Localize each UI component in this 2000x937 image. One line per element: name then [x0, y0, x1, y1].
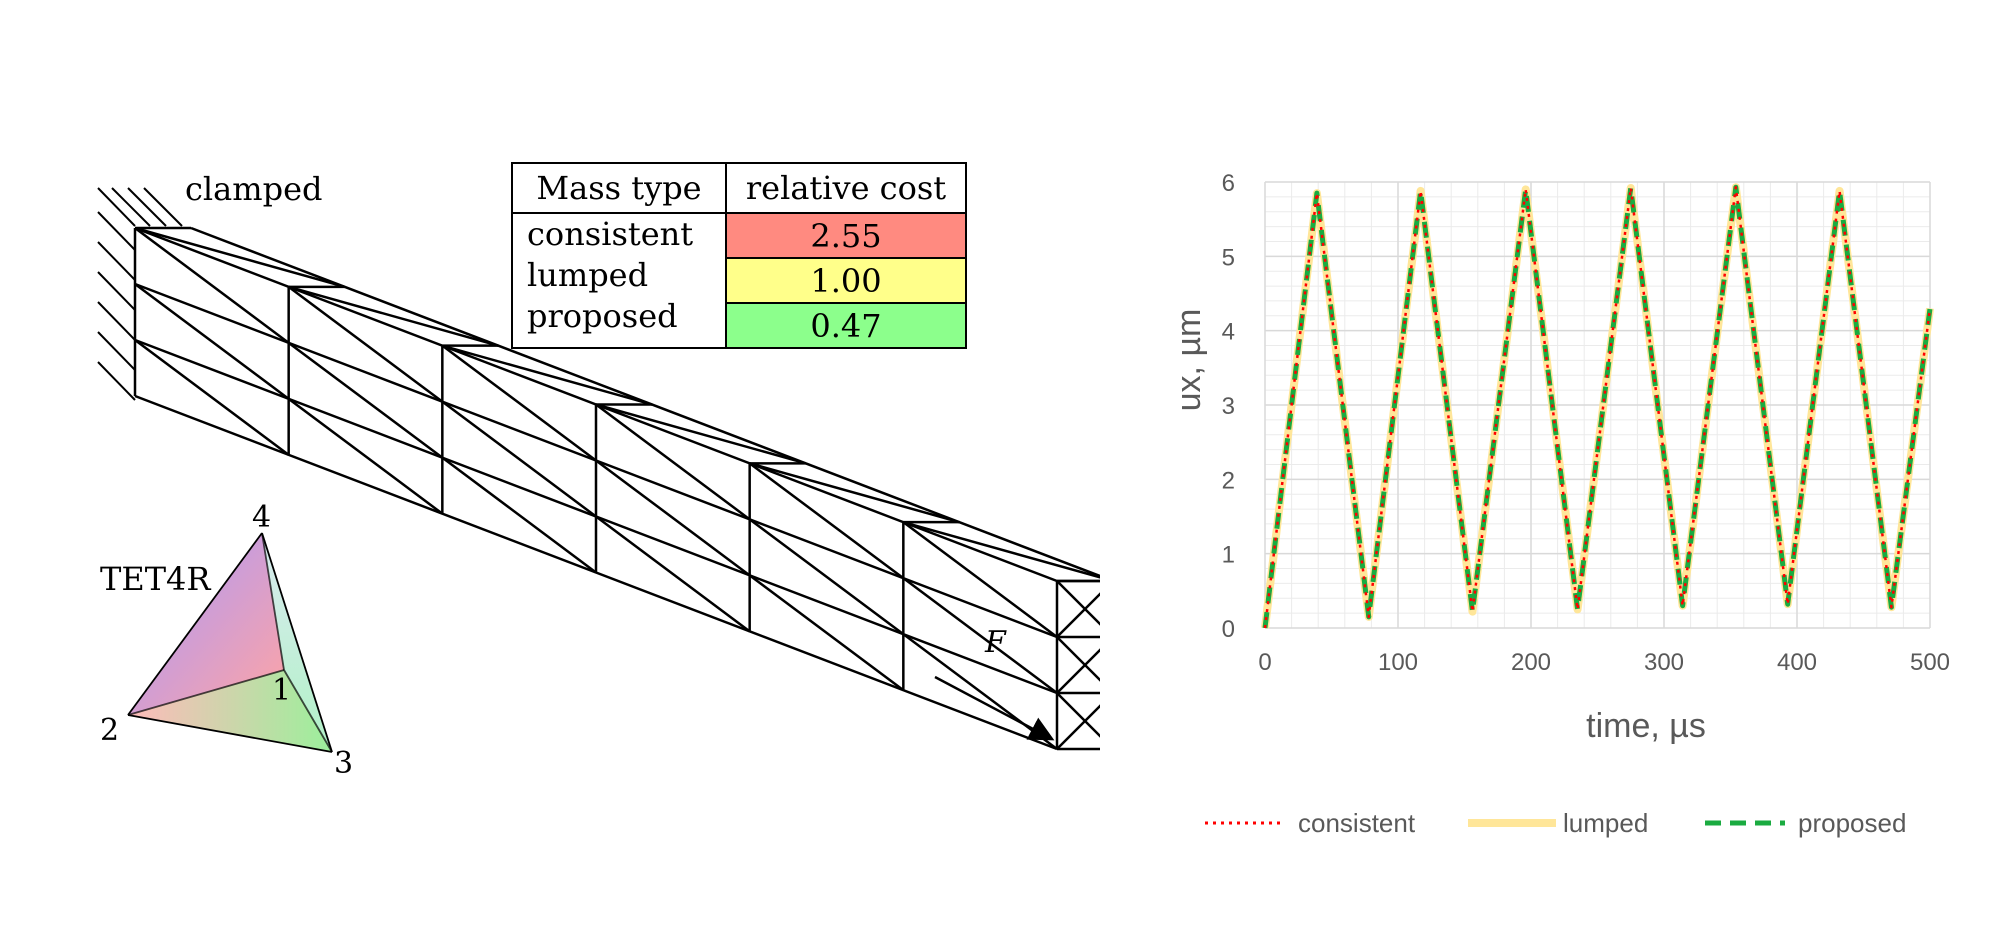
legend-label-consistent: consistent — [1298, 808, 1416, 838]
x-tick-label: 0 — [1258, 649, 1271, 676]
major-grid — [1264, 181, 1931, 629]
x-tick-label: 200 — [1511, 649, 1551, 676]
y-axis-label: ux, µm — [1170, 309, 1208, 412]
y-tick-label: 2 — [1222, 467, 1235, 494]
tetrahedron-diagram — [127, 532, 333, 753]
x-tick-label: 100 — [1378, 649, 1418, 676]
y-tick-label: 5 — [1222, 244, 1235, 271]
header-mass-type: Mass type — [511, 162, 727, 214]
node-label-4: 4 — [252, 500, 271, 535]
y-tick-label: 6 — [1222, 170, 1235, 197]
y-tick-label: 3 — [1222, 393, 1235, 420]
clamped-label: clamped — [185, 170, 322, 208]
force-arrow — [934, 675, 1055, 741]
cost-consistent: 2.55 — [725, 212, 967, 259]
legend-swatch-lumped — [1468, 819, 1556, 827]
mass-type-lumped: lumped — [527, 256, 649, 294]
element-type-label: TET4R — [100, 560, 211, 598]
cost-proposed: 0.47 — [725, 302, 967, 349]
relative-cost-table: Mass type relative cost consistent lumpe… — [511, 162, 967, 349]
force-label: F — [984, 625, 1007, 660]
series-layer — [1261, 183, 1934, 629]
legend-label-proposed: proposed — [1798, 808, 1907, 838]
x-tick-labels: 0 100 200 300 400 500 — [1258, 649, 1950, 676]
legend-label-lumped: lumped — [1563, 808, 1649, 838]
series-line-consistent — [1263, 185, 1932, 629]
beam-mesh — [133, 226, 1100, 751]
mass-type-consistent: consistent — [527, 215, 694, 253]
clamp-hatch — [97, 187, 183, 401]
beam-mesh-figure: F clamped TET4R 1 2 3 4 — [97, 170, 1100, 781]
displacement-chart: 0 1 2 3 4 5 6 0 100 200 300 400 500 ux, µm time, µs — [1170, 170, 1950, 745]
y-tick-label: 4 — [1222, 319, 1235, 346]
legend-swatch-proposed — [1705, 820, 1785, 826]
x-tick-label: 300 — [1644, 649, 1684, 676]
node-label-3: 3 — [334, 746, 353, 781]
node-label-2: 2 — [100, 713, 119, 748]
mass-type-proposed: proposed — [527, 297, 678, 335]
x-tick-label: 500 — [1910, 649, 1950, 676]
node-label-1: 1 — [272, 673, 291, 708]
header-relative-cost: relative cost — [725, 162, 967, 214]
cost-lumped: 1.00 — [725, 257, 967, 304]
y-tick-labels: 0 1 2 3 4 5 6 — [1222, 170, 1235, 643]
x-tick-label: 400 — [1777, 649, 1817, 676]
mass-type-list: consistent lumped proposed — [511, 212, 727, 349]
x-axis-label: time, µs — [1586, 707, 1706, 745]
y-tick-label: 0 — [1222, 616, 1235, 643]
y-tick-label: 1 — [1222, 542, 1235, 569]
legend-swatch-consistent — [1205, 821, 1285, 825]
